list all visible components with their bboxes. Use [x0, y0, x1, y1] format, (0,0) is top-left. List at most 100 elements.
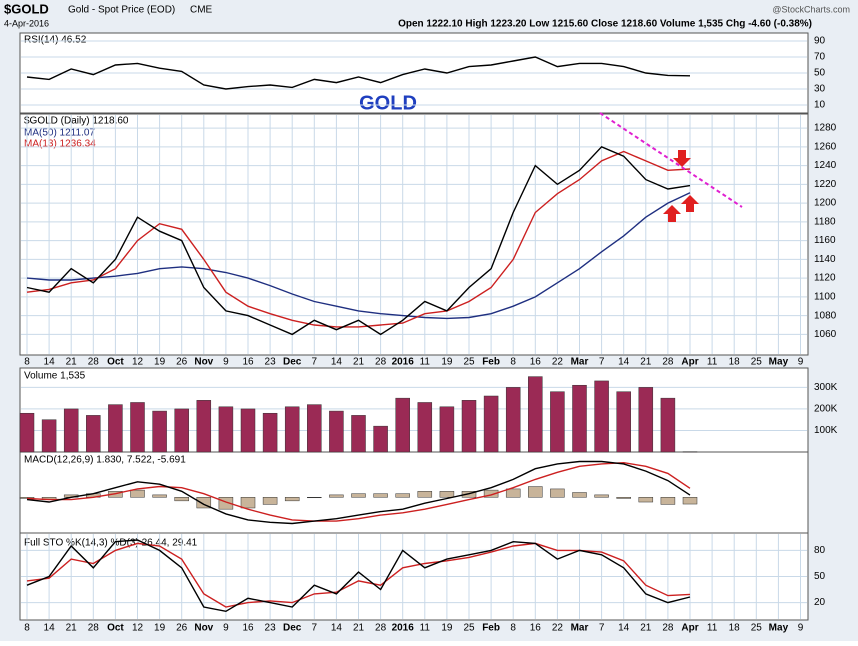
y-tick-label: 300K	[814, 382, 838, 393]
x-tick-label: 12	[132, 357, 144, 368]
bar	[351, 415, 366, 453]
series-line	[26, 56, 691, 90]
x-tick-label: 23	[265, 623, 277, 634]
x-tick-label: 8	[24, 357, 30, 368]
bar	[594, 380, 609, 453]
instrument-name: Gold - Spot Price (EOD)	[68, 5, 175, 16]
series-line	[26, 150, 691, 328]
price-panel	[19, 113, 809, 356]
x-tick-label: 7	[312, 357, 318, 368]
bar	[196, 400, 212, 453]
x-tick-label: 11	[707, 623, 718, 634]
bar	[86, 415, 101, 453]
x-tick-label: 9	[798, 357, 804, 368]
bar	[550, 391, 565, 453]
x-tick-label: 22	[552, 357, 564, 368]
bar	[196, 497, 212, 509]
bar	[218, 497, 234, 510]
y-tick-label: 1240	[814, 160, 837, 171]
series-line	[26, 460, 691, 525]
y-tick-label: 1220	[814, 179, 837, 190]
y-tick-label: 1160	[814, 235, 836, 246]
series-line	[26, 461, 691, 522]
x-tick-label: 19	[441, 357, 453, 368]
bar	[682, 497, 698, 505]
x-tick-label: 18	[729, 357, 741, 368]
x-tick-label: 7	[599, 623, 605, 634]
trend-line	[599, 112, 743, 208]
x-tick-label: 21	[353, 623, 365, 634]
x-tick-label: 21	[66, 623, 78, 634]
y-tick-label: 80	[814, 545, 826, 556]
bar	[19, 497, 35, 499]
x-tick-label: 11	[420, 357, 431, 368]
x-tick-label: 28	[375, 623, 387, 634]
x-tick-label: 26	[176, 623, 188, 634]
brand: @StockCharts.com	[772, 4, 850, 14]
bar	[572, 492, 587, 498]
x-tick-label: 19	[441, 623, 453, 634]
bar	[505, 488, 521, 498]
x-tick-label: 8	[510, 357, 516, 368]
bar	[240, 497, 256, 509]
volume-panel	[19, 367, 809, 453]
x-tick-label: Nov	[194, 623, 213, 634]
y-tick-label: 30	[814, 84, 826, 95]
bar	[395, 493, 410, 498]
x-tick-label: Apr	[681, 623, 698, 634]
x-tick-label: 28	[88, 357, 100, 368]
bar	[218, 406, 234, 453]
x-tick-label: Mar	[571, 357, 589, 368]
series-line	[26, 192, 691, 320]
x-tick-label: 21	[640, 623, 652, 634]
x-tick-label: 7	[599, 357, 605, 368]
x-tick-label: 21	[353, 357, 365, 368]
bar	[19, 412, 35, 453]
bar	[307, 497, 322, 499]
x-tick-label: 14	[618, 623, 630, 634]
macd-panel	[19, 451, 809, 534]
bar	[483, 489, 499, 498]
x-tick-label: Mar	[571, 623, 589, 634]
x-tick-label: 16	[530, 623, 542, 634]
y-tick-label: 1100	[814, 292, 836, 303]
x-tick-label: 9	[223, 623, 229, 634]
x-tick-label: 14	[44, 623, 56, 634]
x-tick-label: 18	[729, 623, 741, 634]
x-tick-label: 25	[751, 357, 763, 368]
x-tick-label: 28	[375, 357, 387, 368]
x-tick-label: Oct	[107, 357, 124, 368]
series-line	[26, 145, 691, 336]
bar	[638, 497, 654, 503]
bar	[660, 497, 676, 505]
bar	[461, 400, 477, 453]
bar	[616, 497, 631, 499]
bar	[307, 404, 322, 453]
bar	[373, 493, 388, 498]
x-tick-label: 26	[176, 357, 188, 368]
bar	[262, 412, 278, 453]
x-tick-label: 28	[662, 623, 674, 634]
x-tick-label: 28	[662, 357, 674, 368]
x-tick-label: Feb	[482, 357, 500, 368]
y-tick-label: 100K	[814, 425, 838, 436]
x-tick-label: Dec	[283, 357, 302, 368]
y-tick-label: 10	[814, 100, 826, 111]
bar	[130, 402, 145, 453]
x-tick-label: 14	[44, 357, 56, 368]
bar	[417, 491, 433, 498]
x-tick-label: 14	[331, 623, 343, 634]
y-tick-label: 50	[814, 571, 826, 582]
y-tick-label: 50	[814, 68, 826, 79]
x-tick-label: 16	[530, 357, 542, 368]
x-tick-label: 9	[223, 357, 229, 368]
exchange: CME	[190, 5, 213, 16]
y-tick-label: 200K	[814, 404, 838, 415]
x-tick-label: 22	[552, 623, 564, 634]
y-tick-label: 1280	[814, 123, 837, 134]
y-tick-label: 70	[814, 52, 826, 63]
x-tick-label: 9	[798, 623, 804, 634]
bar	[483, 395, 499, 453]
y-tick-label: 1260	[814, 141, 837, 152]
x-tick-label: 8	[510, 623, 516, 634]
